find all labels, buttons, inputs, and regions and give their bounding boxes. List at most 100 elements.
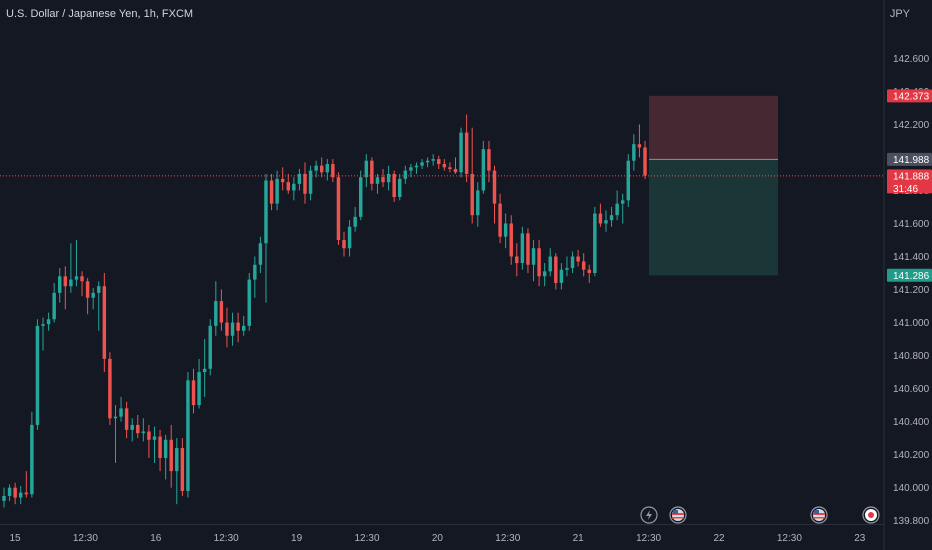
x-tick-label: 12:30 [354,533,379,544]
candle-body [253,264,257,280]
candle-body [186,380,190,491]
x-tick-label: 20 [432,533,444,544]
y-tick-label: 140.200 [893,450,930,461]
y-tick-label: 140.600 [893,384,930,395]
stop-loss-price-label: 142.373 [893,91,930,102]
candle-body [35,325,40,425]
candle-body [63,276,68,287]
candle-body [604,220,608,224]
candle-body [24,492,29,495]
candle-body [409,167,413,171]
candle-body [97,286,101,293]
candle-body [643,147,647,176]
stop-loss-price-label-bg [887,89,932,103]
candle-body [202,368,207,373]
candle-body [515,256,519,264]
candle-body [509,223,513,257]
candle-body [487,149,491,171]
candle-body [13,487,17,498]
candle-body [219,301,224,323]
candle-body [175,448,179,472]
x-tick-label: 23 [854,533,866,544]
candle-body [598,213,603,224]
current-price-label: 141.888 [893,171,930,182]
candle-body [236,322,240,331]
candle-body [197,372,201,406]
candle-body [576,256,580,262]
candle-body [308,170,313,194]
candle-body [615,203,619,216]
candle-body [286,182,290,191]
candle-body [241,325,246,331]
chart-title: U.S. Dollar / Japanese Yen, 1h, FXCM [6,8,194,20]
candle-body [470,173,474,216]
y-tick-label: 141.000 [893,318,930,329]
candle-body [542,271,547,277]
candle-body [364,160,369,178]
candle-body [41,324,45,326]
candle-body [275,178,279,204]
y-tick-label: 141.200 [893,285,930,296]
candle-body [130,424,134,430]
candle-body [492,170,497,204]
candle-body [30,424,34,495]
candle-body [581,261,586,270]
x-tick-label: 21 [573,533,585,544]
us-flag-stripe [813,517,825,519]
entry-price-label-bg [887,152,932,166]
candle-body [163,439,168,458]
candle-body [141,431,146,434]
candle-body [52,292,56,320]
candle-body [632,144,636,161]
candle-body [559,269,564,283]
candle-body [113,416,118,419]
x-tick-label: 19 [291,533,303,544]
candle-body [152,436,157,440]
candle-body [353,216,357,227]
current-price-label-bg [887,169,932,194]
candle-body [520,233,525,264]
candle-body [258,243,263,265]
candle-body [459,132,463,173]
x-tick-label: 12:30 [73,533,98,544]
candle-body [398,178,402,198]
candle-body [191,380,196,406]
candle-body [431,159,435,161]
candle-body [58,276,62,293]
x-tick-label: 12:30 [495,533,520,544]
candle-body [18,492,23,498]
candle-body [325,164,330,173]
candle-body [587,269,591,273]
y-tick-label: 139.800 [893,516,930,527]
y-tick-label: 140.000 [893,483,930,494]
candle-body [464,132,469,174]
candle-body [537,248,541,277]
candle-body [303,173,307,194]
candle-body [314,165,318,171]
candle-body [342,239,346,249]
candle-body [297,173,302,184]
candle-body [565,268,569,270]
candle-body [214,301,218,326]
candle-body [69,279,73,287]
candle-body [476,190,480,216]
candle-body [554,256,558,283]
y-tick-label: 140.800 [893,351,930,362]
candle-body [414,165,419,168]
candle-body [119,408,123,417]
candle-body [319,165,324,173]
candle-body [169,439,173,472]
candle-body [208,325,212,369]
x-tick-label: 12:30 [636,533,661,544]
candle-body [7,487,12,496]
candle-body [570,256,575,269]
candle-body [448,167,452,169]
x-tick-label: 16 [150,533,162,544]
candle-body [331,164,335,178]
candle-body [359,177,363,217]
candle-body [180,448,185,491]
y-tick-label: 141.600 [893,219,930,230]
candle-body [637,144,642,148]
